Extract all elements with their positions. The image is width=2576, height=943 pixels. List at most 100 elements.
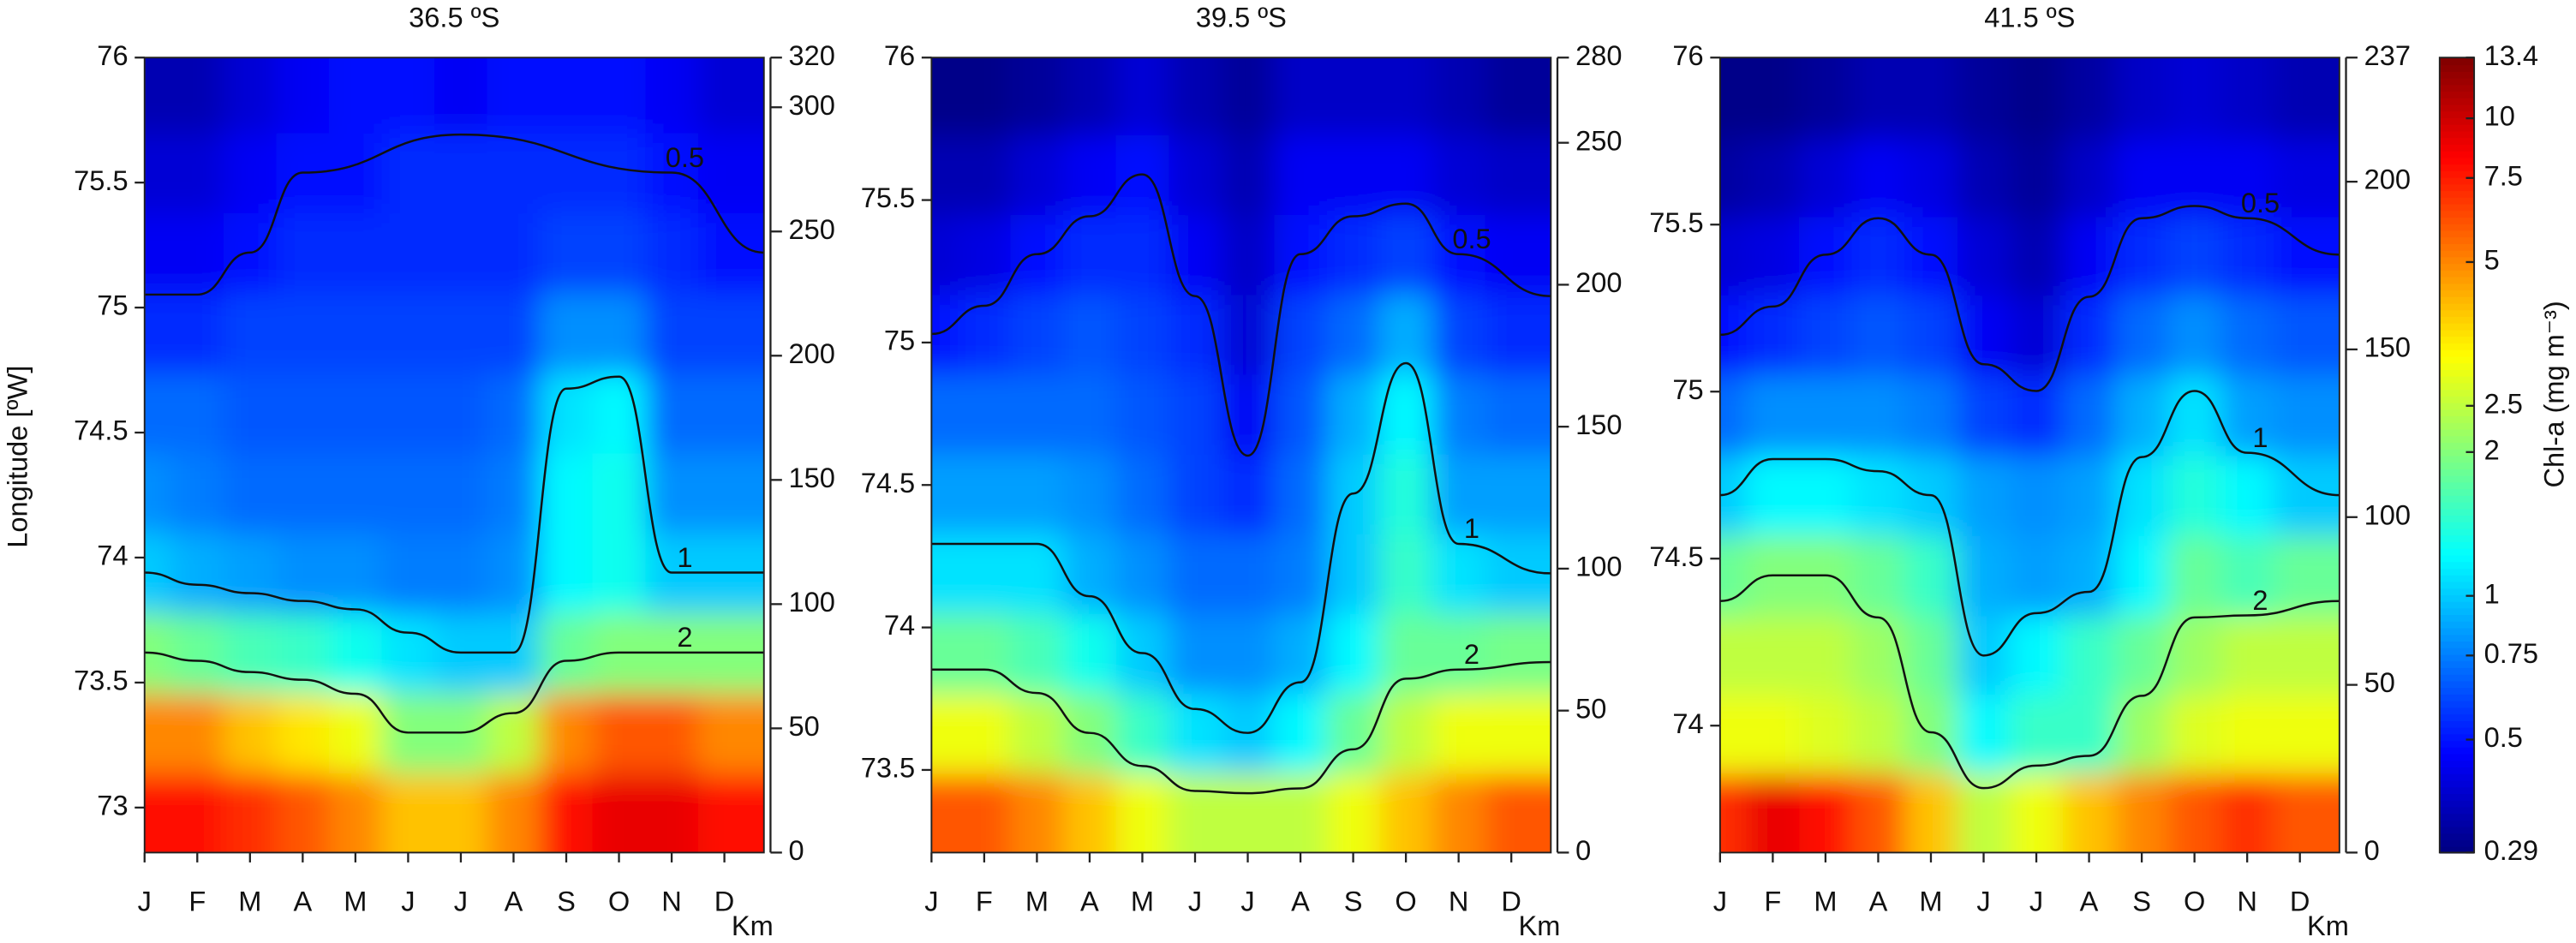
heat-cell xyxy=(645,773,699,853)
heat-cell xyxy=(592,132,647,214)
heat-cell xyxy=(2167,57,2222,139)
heat-cell xyxy=(329,132,383,214)
heat-cell xyxy=(1431,57,1486,136)
colorbar-swatch xyxy=(2439,97,2475,105)
y-tick-label: 76 xyxy=(1672,39,1703,71)
contour-label: 0.5 xyxy=(666,141,704,173)
heat-cell xyxy=(1115,773,1170,853)
colorbar-swatch xyxy=(2439,395,2475,403)
heat-cell xyxy=(487,692,541,773)
heat-cell xyxy=(1326,294,1381,375)
heat-cell xyxy=(329,532,383,614)
heat-cell xyxy=(645,212,699,294)
colorbar-tick-label: 13.4 xyxy=(2484,39,2538,71)
heat-cell xyxy=(540,532,594,614)
heat-cell xyxy=(1719,137,1748,218)
colorbar-swatch xyxy=(2439,634,2475,642)
colorbar-tick-label: 2 xyxy=(2484,433,2500,465)
heat-cell xyxy=(1904,137,1958,218)
heat-cell xyxy=(1799,694,1853,773)
x-tick-label: N xyxy=(2237,885,2257,916)
colorbar-swatch xyxy=(2439,210,2475,218)
colorbar-swatch xyxy=(2439,84,2475,93)
heat-cell xyxy=(1326,612,1381,695)
heat-cell xyxy=(1063,612,1117,695)
heat-cell xyxy=(381,612,436,694)
heat-cell xyxy=(2167,534,2222,617)
heat-cell xyxy=(487,57,541,134)
colorbar-swatch xyxy=(2439,534,2475,543)
y-tick-label: 74 xyxy=(97,540,128,571)
heat-cell xyxy=(1115,214,1170,295)
heat-cell xyxy=(1746,57,1801,139)
y2-tick-label: 50 xyxy=(1575,692,1606,724)
colorbar-swatch xyxy=(2439,760,2475,768)
colorbar-swatch xyxy=(2439,329,2475,337)
y2-tick-label: 50 xyxy=(2364,666,2395,698)
colorbar-swatch xyxy=(2439,223,2475,231)
heat-cell xyxy=(1799,57,1853,139)
plot-frame xyxy=(143,57,765,854)
heat-cell xyxy=(540,132,594,214)
heat-cell xyxy=(2273,615,2340,695)
colorbar-swatch xyxy=(2439,428,2475,437)
colorbar-swatch xyxy=(2439,753,2475,761)
heat-cell xyxy=(2010,216,2064,296)
heat-cell xyxy=(540,773,594,853)
heat-cell xyxy=(1115,373,1170,455)
y-tick-label: 74.5 xyxy=(1649,540,1703,572)
heat-cell xyxy=(434,292,488,373)
colorbar-swatch xyxy=(2439,157,2475,165)
heat-cell xyxy=(1719,57,1748,139)
heat-cell xyxy=(1221,57,1276,136)
y2-tick-label: 200 xyxy=(2364,164,2411,195)
heat-cell xyxy=(1010,693,1065,774)
x-tick-label: A xyxy=(1080,885,1099,916)
colorbar-swatch xyxy=(2439,455,2475,463)
contour-label: 1 xyxy=(677,541,692,573)
heat-cell xyxy=(2273,534,2340,617)
heat-cell xyxy=(1431,773,1486,853)
heat-cell xyxy=(381,373,436,454)
heat-cell xyxy=(1326,57,1381,136)
heat-cell xyxy=(329,692,383,773)
heat-cell xyxy=(381,132,436,214)
x-tick-label: O xyxy=(1395,885,1416,916)
heat-cell xyxy=(1904,615,1958,695)
heat-cell xyxy=(1379,453,1433,534)
heat-cell xyxy=(1904,295,1958,376)
colorbar-tick-label: 10 xyxy=(2484,100,2515,132)
heat-cell xyxy=(2115,455,2169,536)
y2-tick-label: 320 xyxy=(789,39,835,71)
colorbar-swatch xyxy=(2439,77,2475,86)
colorbar-swatch xyxy=(2439,680,2475,689)
heat-cell xyxy=(1485,693,1551,774)
colorbar-swatch xyxy=(2439,409,2475,417)
heat-cell xyxy=(1379,294,1433,375)
contour-line xyxy=(144,375,764,654)
y2-tick-label: 280 xyxy=(1575,39,1622,71)
heat-cell xyxy=(2220,216,2274,296)
heat-cell xyxy=(1799,374,1853,457)
heat-cell xyxy=(2220,694,2274,773)
colorbar-swatch xyxy=(2439,766,2475,774)
heat-cell xyxy=(170,773,225,853)
x-tick-label: A xyxy=(1869,885,1888,916)
colorbar-swatch xyxy=(2439,660,2475,668)
contour-line xyxy=(1719,205,2340,392)
heat-cell xyxy=(1010,612,1065,695)
colorbar-swatch xyxy=(2439,474,2475,483)
heat-cell xyxy=(1168,134,1222,216)
y-tick-label: 75.5 xyxy=(1649,206,1703,238)
panel-title: 41.5 ºS xyxy=(1984,2,2075,33)
heat-cell xyxy=(434,452,488,534)
heat-cell xyxy=(1851,534,1906,617)
heat-cell xyxy=(2062,534,2117,617)
colorbar-swatch xyxy=(2439,163,2475,171)
heat-cell xyxy=(1168,612,1222,695)
colorbar-swatch xyxy=(2439,263,2475,271)
heat-cell xyxy=(1904,57,1958,139)
heat-cell xyxy=(329,57,383,134)
colorbar-swatch xyxy=(2439,123,2475,132)
heat-cells xyxy=(1719,57,2340,853)
